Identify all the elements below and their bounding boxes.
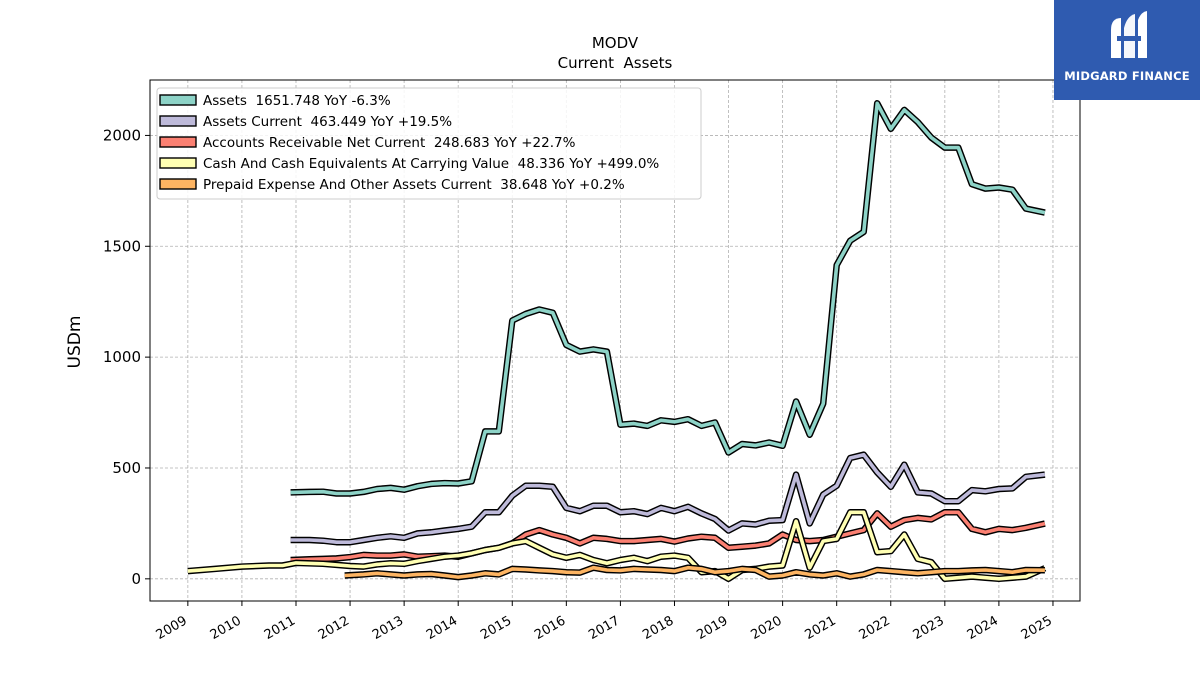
x-tick-label: 2015 — [478, 613, 514, 643]
x-tick-label: 2024 — [965, 613, 1001, 643]
legend-swatch — [159, 178, 197, 190]
plot-area-frame — [149, 79, 1081, 602]
y-tick-label: 500 — [112, 459, 141, 477]
x-tick-label: 2017 — [586, 613, 622, 643]
series-line-prepaid-expense-and-other-assets-current — [344, 565, 1045, 579]
x-tick-label: 2010 — [208, 613, 244, 643]
x-tick-label: 2013 — [370, 613, 406, 643]
legend-label: Assets 1651.748 YoY -6.3% — [203, 93, 391, 109]
x-tick-label: 2009 — [154, 613, 190, 643]
logo-text: MIDGARD FINANCE — [1064, 69, 1190, 83]
x-tick-label: 2016 — [532, 613, 568, 643]
legend-box — [156, 87, 702, 200]
brand-logo: MIDGARD FINANCE — [1054, 0, 1200, 100]
midgard-mark-icon — [1111, 11, 1147, 58]
x-axis-ticks: 2009 2010 2011 2012 2013 2014 2015 2016 2017 2018… — [154, 601, 1055, 643]
legend-swatch — [159, 94, 197, 106]
legend-swatch — [159, 157, 197, 169]
series-line-accounts-receivable-net-current — [290, 510, 1046, 562]
y-tick-label: 2000 — [103, 126, 141, 144]
legend-label: Cash And Cash Equivalents At Carrying Va… — [203, 156, 659, 172]
legend: Assets 1651.748 YoY -6.3% Assets Current … — [156, 87, 702, 200]
x-tick-label: 2021 — [803, 613, 839, 643]
series-line-cash-and-cash-equivalents-at-carrying-value — [187, 510, 1046, 581]
series-line-assets-current — [290, 452, 1046, 544]
series-line-assets — [290, 101, 1046, 496]
x-tick-label: 2025 — [1019, 613, 1055, 643]
legend-label: Accounts Receivable Net Current 248.683 … — [203, 135, 576, 151]
x-tick-label: 2018 — [640, 613, 676, 643]
x-tick-label: 2019 — [694, 613, 730, 643]
legend-label: Assets Current 463.449 YoY +19.5% — [203, 114, 452, 130]
series-lines — [187, 100, 1047, 583]
chart-title: MODV — [592, 34, 639, 52]
legend-swatch — [159, 115, 197, 127]
x-tick-label: 2014 — [424, 613, 460, 643]
x-tick-label: 2011 — [262, 613, 298, 643]
y-axis-ticks: 0 500 1000 1500 2000 — [103, 126, 150, 588]
y-tick-label: 0 — [131, 570, 141, 588]
x-tick-label: 2012 — [316, 613, 352, 643]
legend-label: Prepaid Expense And Other Assets Current… — [203, 177, 625, 193]
x-tick-label: 2022 — [857, 613, 893, 643]
y-tick-label: 1000 — [103, 348, 141, 366]
x-tick-label: 2023 — [911, 613, 947, 643]
x-tick-label: 2020 — [748, 613, 784, 643]
y-tick-label: 1500 — [103, 237, 141, 255]
legend-swatch — [159, 136, 197, 148]
y-axis-label: USDm — [65, 316, 85, 369]
chart-subtitle: Current Assets — [558, 54, 673, 72]
